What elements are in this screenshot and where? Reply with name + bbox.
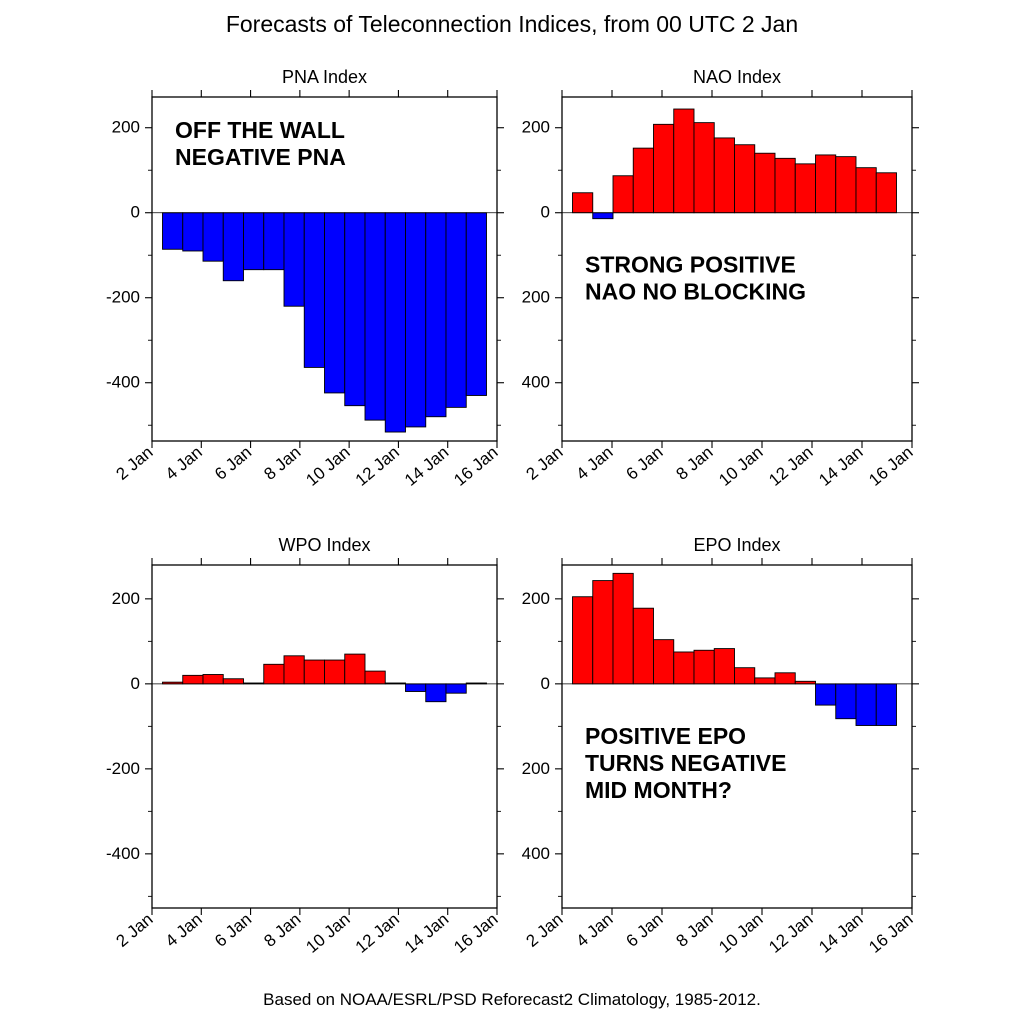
svg-text:WPO Index: WPO Index	[278, 535, 370, 555]
svg-text:NAO Index: NAO Index	[693, 67, 781, 87]
svg-text:PNA Index: PNA Index	[282, 67, 367, 87]
svg-text:0: 0	[131, 674, 140, 693]
svg-text:400: 400	[522, 373, 550, 392]
svg-text:0: 0	[541, 203, 550, 222]
svg-text:-400: -400	[106, 844, 140, 863]
svg-text:200: 200	[522, 589, 550, 608]
svg-text:MID MONTH?: MID MONTH?	[585, 777, 732, 803]
svg-text:200: 200	[522, 759, 550, 778]
svg-text:TURNS NEGATIVE: TURNS NEGATIVE	[585, 750, 786, 776]
svg-text:0: 0	[541, 674, 550, 693]
svg-text:STRONG POSITIVE: STRONG POSITIVE	[585, 252, 796, 278]
svg-text:200: 200	[522, 118, 550, 137]
svg-text:400: 400	[522, 844, 550, 863]
svg-text:Based on NOAA/ESRL/PSD Reforec: Based on NOAA/ESRL/PSD Reforecast2 Clima…	[263, 990, 761, 1009]
svg-text:-400: -400	[106, 373, 140, 392]
svg-text:POSITIVE EPO: POSITIVE EPO	[585, 723, 746, 749]
svg-text:200: 200	[522, 288, 550, 307]
svg-text:NEGATIVE PNA: NEGATIVE PNA	[175, 144, 346, 170]
svg-text:OFF THE WALL: OFF THE WALL	[175, 117, 345, 143]
svg-text:-200: -200	[106, 288, 140, 307]
svg-text:200: 200	[112, 589, 140, 608]
svg-text:Forecasts of Teleconnection In: Forecasts of Teleconnection Indices, fro…	[226, 11, 798, 37]
svg-text:NAO NO BLOCKING: NAO NO BLOCKING	[585, 279, 806, 305]
svg-text:200: 200	[112, 118, 140, 137]
svg-text:EPO Index: EPO Index	[693, 535, 780, 555]
svg-text:0: 0	[131, 203, 140, 222]
svg-text:-200: -200	[106, 759, 140, 778]
